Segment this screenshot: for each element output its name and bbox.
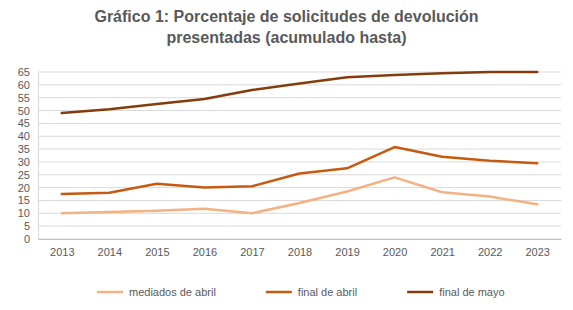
y-tick-label: 55: [18, 92, 30, 104]
y-tick: 20: [18, 182, 38, 194]
grid-line: [38, 110, 561, 111]
series-line: [62, 147, 537, 194]
y-tick: 5: [24, 220, 38, 232]
y-tick-label: 30: [18, 156, 30, 168]
x-tick: 2020: [383, 239, 407, 258]
grid-line: [38, 161, 561, 162]
y-tick: 45: [18, 117, 38, 129]
lines: [62, 72, 537, 213]
y-tick: 50: [18, 105, 38, 117]
y-tick-label: 0: [24, 233, 30, 245]
y-tick: 15: [18, 194, 38, 206]
y-tick: 25: [18, 169, 38, 181]
series-line: [62, 177, 537, 213]
legend-swatch: [97, 291, 123, 294]
x-tick: 2013: [50, 239, 74, 258]
x-tick-label: 2017: [240, 246, 264, 258]
title-line: Gráfico 1: Porcentaje de solicitudes de …: [94, 8, 478, 25]
x-tick-label: 2015: [145, 246, 169, 258]
y-tick: 40: [18, 130, 38, 142]
legend-swatch: [407, 291, 433, 294]
x-tick: 2014: [98, 239, 122, 258]
y-tick-label: 60: [18, 79, 30, 91]
legend-label: mediados de abril: [129, 286, 216, 298]
y-tick: 30: [18, 156, 38, 168]
y-tick: 65: [18, 66, 38, 78]
x-tick-label: 2013: [50, 246, 74, 258]
y-axis: 05101520253035404550556065: [18, 66, 39, 245]
y-tick-label: 40: [18, 130, 30, 142]
x-tick-label: 2021: [430, 246, 454, 258]
grid-line: [38, 149, 561, 150]
x-tick: 2022: [478, 239, 502, 258]
legend-label: final de mayo: [439, 286, 504, 298]
y-tick-label: 5: [24, 220, 30, 232]
x-tick-label: 2019: [335, 246, 359, 258]
x-tick-label: 2020: [383, 246, 407, 258]
x-tick: 2016: [193, 239, 217, 258]
grid-line: [38, 200, 561, 201]
y-tick: 55: [18, 92, 38, 104]
grid-line: [38, 187, 561, 188]
legend: mediados de abril final de abril final de …: [97, 286, 505, 298]
series-line: [62, 72, 537, 113]
y-tick-label: 20: [18, 182, 30, 194]
legend-item: final de mayo: [407, 286, 504, 298]
grid-line: [38, 226, 561, 227]
x-tick-label: 2022: [478, 246, 502, 258]
grid-line: [38, 136, 561, 137]
x-tick: 2015: [145, 239, 169, 258]
x-tick-label: 2014: [98, 246, 122, 258]
y-tick-label: 10: [18, 207, 30, 219]
grid-line: [38, 239, 561, 240]
x-tick-label: 2023: [525, 246, 549, 258]
y-tick: 60: [18, 79, 38, 91]
x-tick-label: 2018: [288, 246, 312, 258]
y-tick: 10: [18, 207, 38, 219]
grid-line: [38, 123, 561, 124]
x-tick: 2023: [525, 239, 549, 258]
y-tick-label: 65: [18, 66, 30, 78]
title-line: presentadas (acumulado hasta): [166, 29, 406, 46]
x-tick: 2021: [430, 239, 454, 258]
x-axis: 2013 2014 2015 2016 2017 2018 2019 2020 2021 2022…: [39, 239, 562, 258]
y-tick: 35: [18, 143, 38, 155]
legend-item: mediados de abril: [97, 286, 216, 298]
legend-swatch: [266, 291, 292, 294]
grid-line: [38, 97, 561, 98]
x-tick: 2017: [240, 239, 264, 258]
x-axis-line: [39, 239, 562, 240]
grid: [38, 72, 561, 239]
y-tick-label: 50: [18, 105, 30, 117]
y-tick-label: 35: [18, 143, 30, 155]
x-tick: 2019: [335, 239, 359, 258]
y-axis-line: [38, 73, 39, 240]
y-tick-label: 15: [18, 194, 30, 206]
x-tick: 2018: [288, 239, 312, 258]
y-tick-label: 25: [18, 169, 30, 181]
chart: Gráfico 1: Porcentaje de solicitudes de …: [0, 0, 573, 310]
legend-item: final de abril: [266, 286, 357, 298]
legend-label: final de abril: [298, 286, 357, 298]
title: Gráfico 1: Porcentaje de solicitudes de …: [94, 8, 478, 46]
y-tick-label: 45: [18, 117, 30, 129]
y-tick: 0: [24, 233, 38, 245]
x-tick-label: 2016: [193, 246, 217, 258]
